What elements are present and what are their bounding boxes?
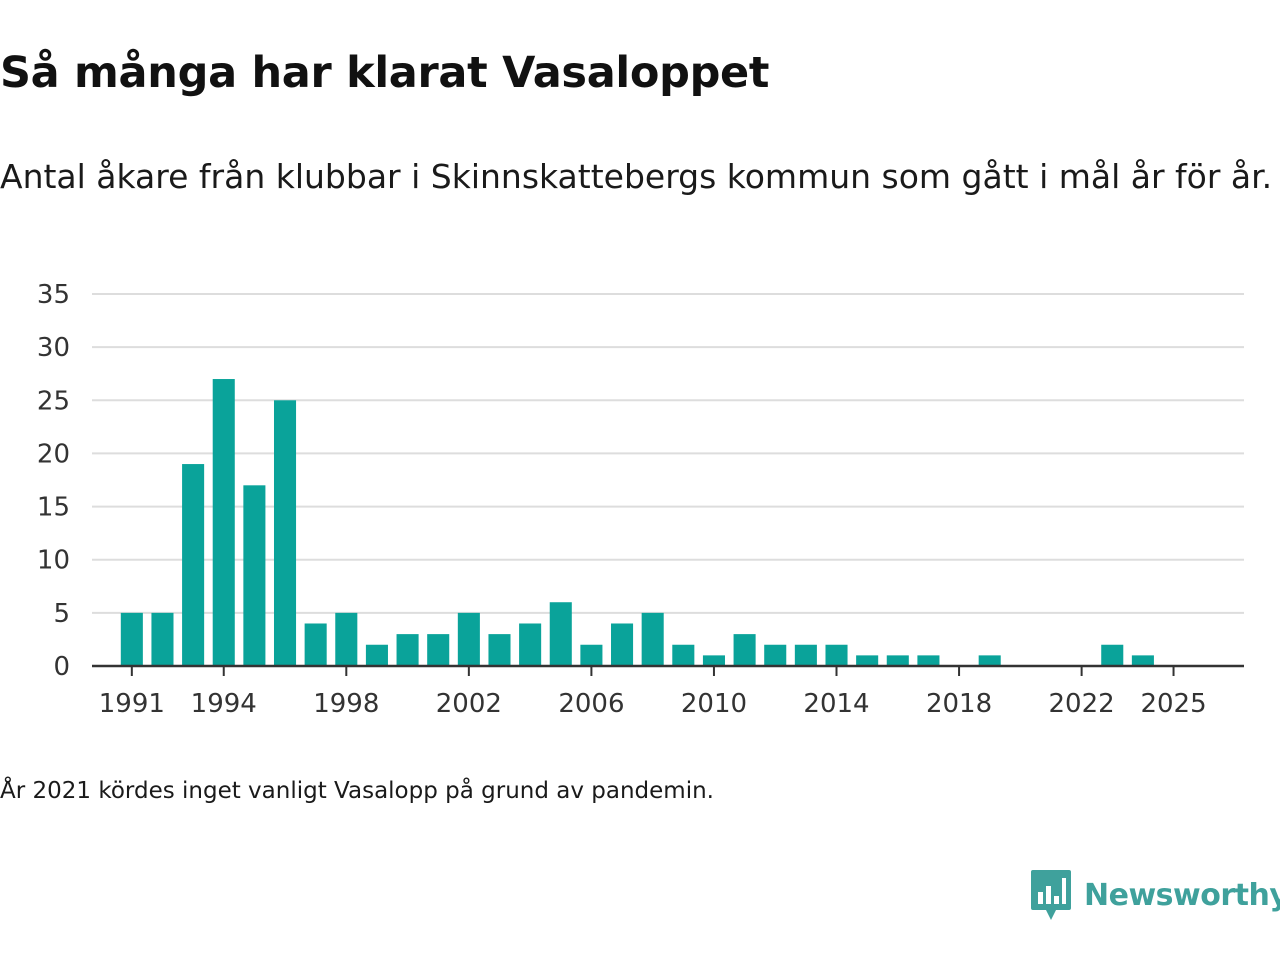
x-tick-label: 2006 [558, 689, 624, 719]
x-tick-label: 1991 [99, 689, 165, 719]
y-tick-label: 5 [53, 599, 70, 629]
bar-1997[interactable] [304, 623, 327, 666]
bar-1995[interactable] [243, 485, 266, 666]
bar-2015[interactable] [856, 655, 879, 666]
x-tick-label: 2025 [1140, 689, 1206, 719]
bar-2012[interactable] [764, 644, 787, 666]
y-tick-label: 15 [37, 493, 70, 523]
bar-2010[interactable] [702, 655, 725, 666]
bar-2013[interactable] [794, 644, 817, 666]
newsworthy-logo-icon [1031, 870, 1071, 920]
x-tick-label: 2022 [1049, 689, 1115, 719]
bar-2023[interactable] [1101, 644, 1124, 666]
bar-1999[interactable] [365, 644, 388, 666]
bar-2005[interactable] [549, 602, 572, 666]
bar-2004[interactable] [519, 623, 542, 666]
bar-2011[interactable] [733, 634, 756, 666]
x-tick-label: 2018 [926, 689, 992, 719]
bar-2006[interactable] [580, 644, 603, 666]
bar-1998[interactable] [335, 612, 358, 666]
y-tick-label: 30 [37, 333, 70, 363]
y-tick-label: 25 [37, 386, 70, 416]
bar-1996[interactable] [273, 400, 297, 666]
bar-2001[interactable] [427, 634, 450, 666]
bar-2014[interactable] [825, 644, 848, 666]
bar-2024[interactable] [1131, 655, 1154, 666]
y-tick-label: 35 [37, 280, 70, 310]
bar-1993[interactable] [182, 464, 205, 666]
bar-1992[interactable] [151, 612, 174, 666]
bars [120, 379, 1154, 666]
bar-2009[interactable] [672, 644, 695, 666]
x-tick-label: 2014 [803, 689, 869, 719]
x-tick-label: 1994 [191, 689, 257, 719]
bar-1991[interactable] [120, 612, 143, 666]
y-tick-label: 10 [37, 546, 70, 576]
bar-2000[interactable] [396, 634, 419, 666]
chart-subtitle: Antal åkare från klubbar i Skinnskattebe… [0, 157, 1273, 196]
bar-2016[interactable] [886, 655, 909, 666]
chart-title: Så många har klarat Vasaloppet [0, 48, 770, 98]
brand-name: Newsworthy [1084, 877, 1280, 913]
x-tick-label: 1998 [313, 689, 379, 719]
bar-2019[interactable] [978, 655, 1001, 666]
bar-1994[interactable] [212, 379, 235, 666]
bar-2007[interactable] [611, 623, 634, 666]
bar-2008[interactable] [641, 612, 664, 666]
y-tick-label: 20 [37, 439, 70, 469]
bar-2002[interactable] [457, 612, 480, 666]
y-tick-label: 0 [53, 652, 70, 682]
footnote: År 2021 kördes inget vanligt Vasalopp på… [0, 778, 714, 804]
x-tick-label: 2010 [681, 689, 747, 719]
bar-2003[interactable] [488, 634, 511, 666]
x-tick-label: 2002 [436, 689, 502, 719]
newsworthy-logo[interactable]: Newsworthy [1030, 868, 1280, 922]
bar-2017[interactable] [917, 655, 940, 666]
